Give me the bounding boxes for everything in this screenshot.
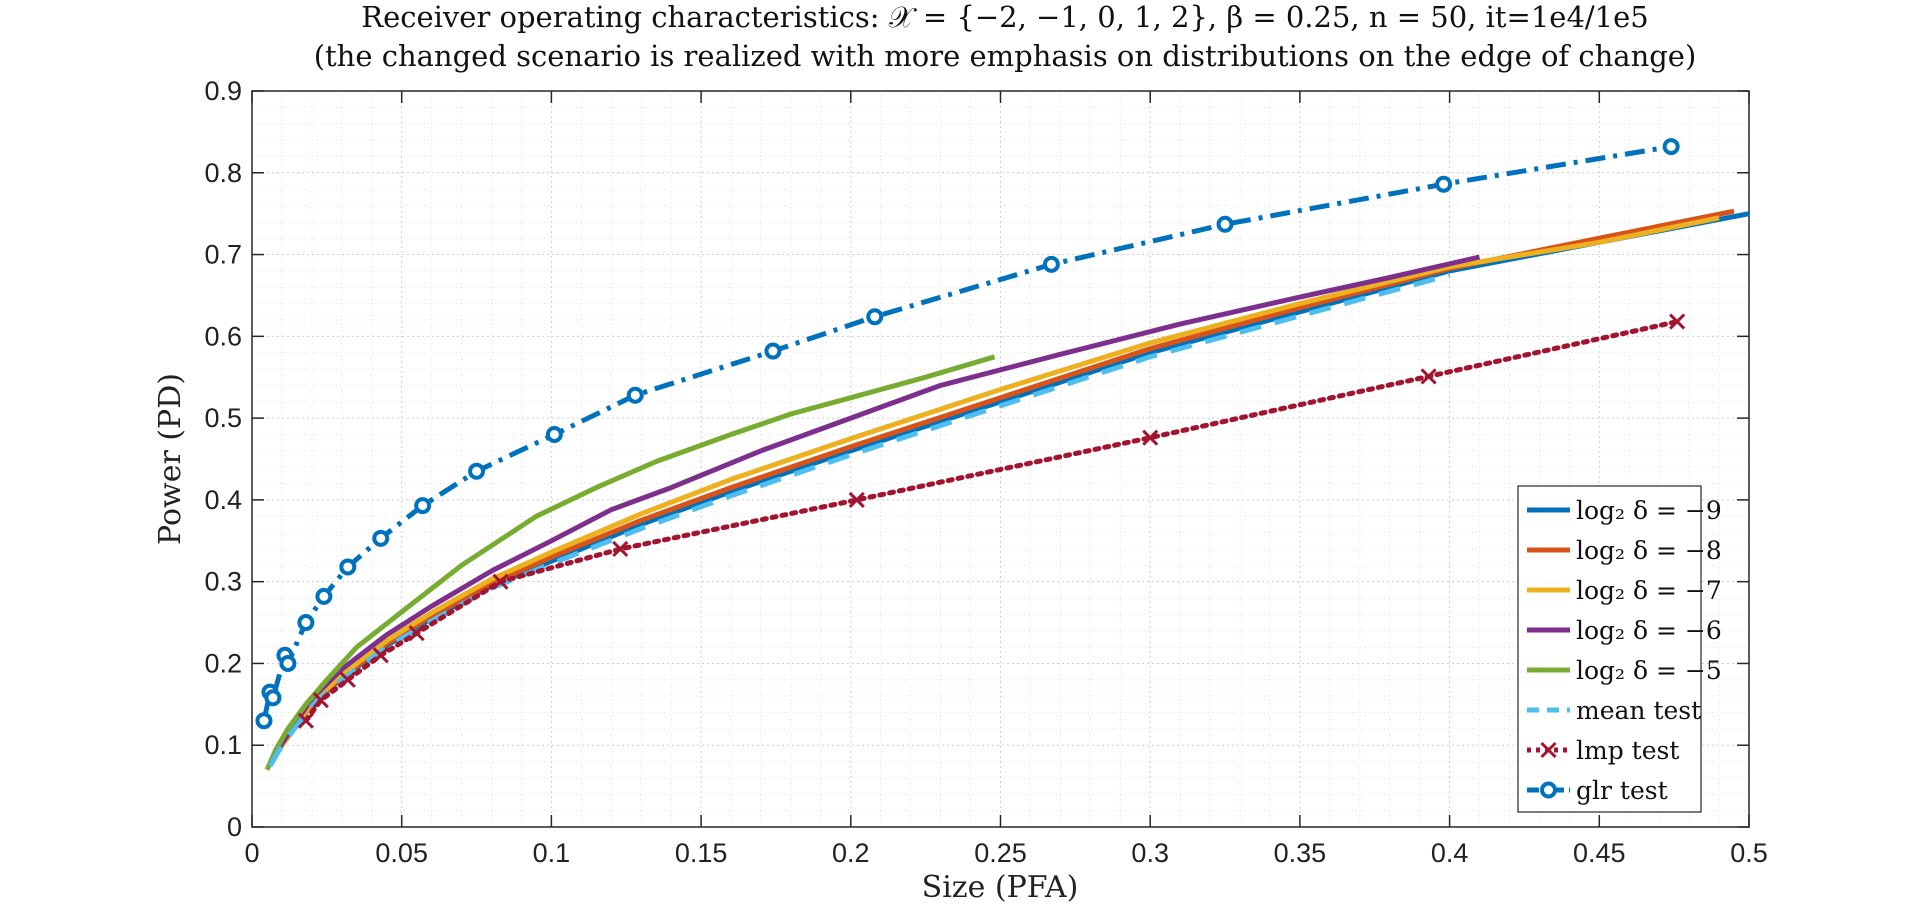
x-tick-label: 0.2 [832, 838, 870, 868]
data-point [764, 342, 782, 360]
data-point [468, 462, 486, 480]
data-point [492, 573, 509, 590]
x-tick-label: 0.45 [1573, 838, 1626, 868]
legend-label: log₂ δ = −7 [1576, 576, 1722, 605]
data-point [545, 425, 563, 443]
marker-stroke [492, 573, 509, 590]
data-point [626, 386, 644, 404]
data-point [414, 497, 432, 515]
data-point [1142, 429, 1159, 446]
y-tick-label: 0.5 [204, 403, 242, 433]
data-point [1662, 138, 1680, 156]
marker-stroke [612, 540, 629, 558]
data-point [315, 587, 333, 605]
y-tick-label: 0.8 [204, 158, 242, 188]
marker-stroke [372, 647, 389, 664]
x-tick-label: 0.05 [375, 838, 428, 868]
legend-label: mean test [1576, 696, 1701, 725]
marker-stroke [1420, 368, 1437, 385]
data-point [1042, 255, 1060, 273]
marker-stroke [297, 712, 314, 729]
data-point [408, 625, 425, 642]
y-tick-label: 0.1 [204, 730, 242, 760]
legend-marker [1540, 741, 1557, 759]
y-tick-label: 0.9 [204, 76, 242, 106]
legend: log₂ δ = −9 log₂ δ = −8 log₂ δ = −7 log₂ δ … [1517, 485, 1722, 813]
data-point [279, 654, 297, 672]
y-tick-label: 0.3 [204, 567, 242, 597]
chart-title: Receiver operating characteristics: 𝒳 = … [361, 0, 1649, 34]
marker-stroke [1540, 741, 1557, 759]
x-tick-label: 0.3 [1131, 838, 1169, 868]
series-5 [267, 272, 1451, 767]
y-tick-label: 0.2 [204, 648, 242, 678]
series-7 [255, 138, 1680, 730]
data-point [1435, 175, 1453, 193]
marker-stroke [1142, 429, 1159, 446]
data-point [1669, 313, 1686, 330]
y-axis-label: Power (PD) [153, 373, 188, 545]
x-tick-label: 0.25 [974, 838, 1027, 868]
data-point [372, 647, 389, 664]
data-point [255, 712, 273, 730]
legend-label: log₂ δ = −6 [1576, 616, 1722, 645]
data-point [312, 692, 329, 709]
y-tick-label: 0.4 [204, 485, 242, 515]
marker-stroke [339, 671, 356, 688]
x-tick-label: 0.35 [1274, 838, 1327, 868]
legend-label: log₂ δ = −9 [1576, 496, 1722, 525]
x-tick-label: 0.4 [1431, 838, 1469, 868]
y-tick-label: 0 [227, 812, 242, 842]
data-point [264, 689, 282, 707]
legend-label: glr test [1576, 776, 1668, 805]
x-axis-ticks: 0 0.05 0.1 0.15 0.2 0.25 0.3 0.35 0.4 0.45 0.5 [244, 91, 1768, 868]
series-4 [264, 354, 996, 771]
x-tick-label: 0.15 [675, 838, 728, 868]
series-layer [255, 138, 1750, 771]
data-point [297, 712, 314, 729]
y-tick-label: 0.7 [204, 240, 242, 270]
x-tick-label: 0.5 [1730, 838, 1768, 868]
data-point [612, 540, 629, 558]
data-point [1216, 215, 1234, 233]
data-point [372, 529, 390, 547]
data-point [1420, 368, 1437, 385]
x-tick-label: 0 [244, 838, 259, 868]
marker-stroke [1669, 313, 1686, 330]
marker-stroke [848, 491, 865, 508]
legend-label: lmp test [1576, 736, 1679, 765]
series-line [267, 272, 1451, 767]
marker-stroke [408, 625, 425, 642]
data-point [297, 614, 315, 632]
y-tick-label: 0.6 [204, 321, 242, 351]
data-point [339, 671, 356, 688]
marker-stroke [312, 692, 329, 709]
y-axis-ticks: 0 0.1 0.2 0.3 0.4 0.5 0.6 0.7 0.8 0.9 [204, 76, 1749, 842]
legend-label: log₂ δ = −8 [1576, 536, 1722, 565]
series-6 [297, 313, 1686, 729]
data-point [339, 558, 357, 576]
legend-label: log₂ δ = −5 [1576, 656, 1722, 685]
data-point [866, 308, 884, 326]
data-point [848, 491, 865, 508]
chart-subtitle: (the changed scenario is realized with m… [314, 39, 1697, 73]
series-line [264, 354, 996, 771]
x-axis-label: Size (PFA) [922, 870, 1079, 905]
legend-marker [1540, 781, 1557, 799]
legend-box [1517, 485, 1702, 813]
x-tick-label: 0.1 [533, 838, 571, 868]
